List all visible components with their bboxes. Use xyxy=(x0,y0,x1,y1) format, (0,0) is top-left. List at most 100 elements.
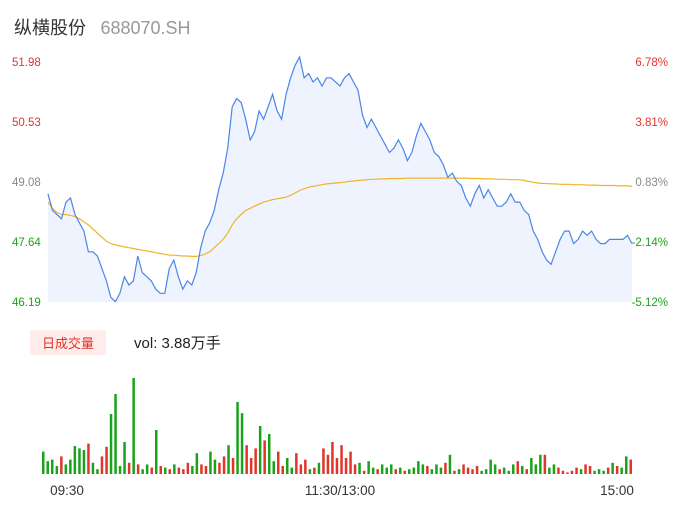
volume-bar xyxy=(87,443,90,474)
volume-bar xyxy=(570,470,574,474)
volume-bar xyxy=(371,467,375,474)
volume-bar xyxy=(127,462,131,474)
left-tick-label: 47.64 xyxy=(12,237,41,249)
volume-bar xyxy=(390,464,393,474)
volume-bar xyxy=(561,470,565,474)
volume-bar xyxy=(466,467,470,474)
volume-bar xyxy=(408,469,411,474)
time-tick-label: 15:00 xyxy=(600,483,634,498)
volume-tag-button[interactable]: 日成交量 xyxy=(30,329,107,355)
volume-bar xyxy=(258,426,262,474)
volume-bar xyxy=(367,461,370,474)
volume-bar xyxy=(313,467,316,474)
volume-bar xyxy=(376,469,379,474)
right-tick-label: 3.81% xyxy=(635,117,668,129)
volume-bar xyxy=(109,414,113,474)
volume-bar xyxy=(435,464,438,474)
volume-bar xyxy=(317,462,321,474)
volume-bar xyxy=(132,378,135,474)
volume-value: vol: 3.88万手 xyxy=(134,334,221,352)
volume-bar xyxy=(114,394,117,474)
volume-bar xyxy=(453,470,456,474)
volume-bar xyxy=(358,462,361,474)
volume-bar xyxy=(597,469,601,474)
volume-bar xyxy=(543,454,547,474)
time-axis: 09:30 11:30/13:00 15:00 xyxy=(50,483,634,498)
volume-bar xyxy=(579,469,583,474)
volume-bar xyxy=(177,467,181,474)
volume-bar xyxy=(200,464,203,474)
volume-bar xyxy=(340,445,343,474)
volume-bar xyxy=(615,466,619,474)
volume-bar xyxy=(286,458,289,474)
left-price-axis: 51.98 50.53 49.08 47.64 46.19 xyxy=(12,57,41,309)
volume-bar xyxy=(322,448,325,474)
volume-bar xyxy=(141,469,144,474)
volume-bar xyxy=(421,464,425,474)
volume-bar xyxy=(584,464,587,474)
volume-bar xyxy=(493,464,497,474)
volume-bar xyxy=(55,466,59,474)
volume-bar xyxy=(91,462,95,474)
volume-bar xyxy=(281,466,284,474)
volume-bar xyxy=(159,466,162,474)
volume-bar xyxy=(412,467,416,474)
volume-bar xyxy=(254,448,257,474)
time-tick-label: 09:30 xyxy=(50,483,84,498)
volume-bar xyxy=(46,461,49,474)
volume-bar xyxy=(593,470,596,474)
right-tick-label: 0.83% xyxy=(635,177,668,189)
volume-bar xyxy=(489,459,492,474)
volume-bar xyxy=(448,454,452,474)
volume-bar xyxy=(502,467,506,474)
volume-bar xyxy=(186,462,190,474)
volume-bar xyxy=(444,462,447,474)
volume-bar xyxy=(308,469,312,474)
volume-bar xyxy=(240,413,244,474)
volume-bar xyxy=(123,442,126,474)
right-tick-label: -2.14% xyxy=(632,237,668,249)
volume-bar xyxy=(349,451,352,474)
volume-bar xyxy=(331,442,334,474)
left-tick-label: 46.19 xyxy=(12,297,41,309)
left-tick-label: 50.53 xyxy=(12,117,41,129)
volume-bar xyxy=(566,472,569,474)
volume-bar xyxy=(326,454,330,474)
volume-bar xyxy=(245,445,248,474)
volume-bar xyxy=(344,458,348,474)
volume-bar xyxy=(173,464,176,474)
volume-bar xyxy=(575,467,578,474)
right-tick-label: -5.12% xyxy=(632,297,668,309)
volume-bar xyxy=(335,458,339,474)
volume-bar xyxy=(534,464,538,474)
volume-bar xyxy=(557,467,560,474)
right-tick-label: 6.78% xyxy=(635,57,668,69)
volume-bar xyxy=(272,461,275,474)
volume-bar xyxy=(480,470,483,474)
volume-bar xyxy=(548,467,551,474)
volume-bar xyxy=(417,461,420,474)
stock-code: 688070.SH xyxy=(100,18,191,38)
volume-bar xyxy=(164,467,167,474)
volume-bar xyxy=(150,467,153,474)
volume-header: 日成交量 vol: 3.88万手 xyxy=(30,329,221,355)
volume-bar xyxy=(69,459,72,474)
volume-bar xyxy=(588,466,592,474)
volume-bar xyxy=(362,470,366,474)
volume-bar xyxy=(525,469,528,474)
volume-bar xyxy=(602,470,605,474)
volume-bar xyxy=(168,469,171,474)
volume-bar xyxy=(191,466,194,474)
volume-bar xyxy=(498,469,501,474)
volume-bar xyxy=(290,467,293,474)
volume-bar xyxy=(64,464,68,474)
volume-bar xyxy=(155,430,158,474)
volume-bar xyxy=(105,446,108,474)
volume-bar xyxy=(60,456,63,474)
volume-bar xyxy=(222,456,226,474)
volume-bar xyxy=(263,440,266,474)
volume-bar xyxy=(304,459,307,474)
volume-bar xyxy=(426,466,429,474)
volume-bar xyxy=(182,469,185,474)
